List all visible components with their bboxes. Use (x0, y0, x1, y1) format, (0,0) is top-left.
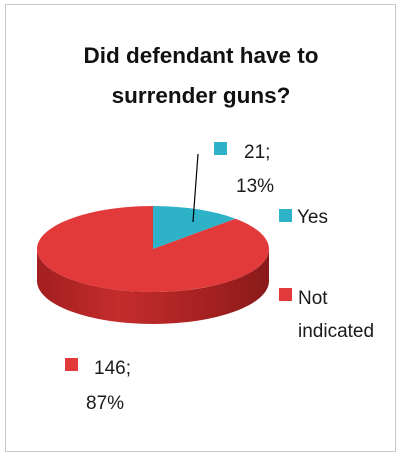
legend: Yes Not indicated (279, 207, 374, 342)
legend-label-not-indicated-line-2: indicated (298, 321, 374, 342)
data-label-swatch-yes (214, 142, 227, 155)
pie-slice-yes (153, 206, 236, 249)
legend-label-yes: Yes (297, 207, 328, 228)
data-label-not-indicated-value: 146; (94, 358, 131, 379)
data-label-yes-percent: 13% (236, 176, 274, 197)
legend-swatch-yes (279, 209, 292, 222)
pie-side-not-indicated (37, 249, 269, 324)
chart-title-line-1: Did defendant have to (83, 43, 318, 68)
legend-label-not-indicated-line-1: Not (298, 288, 328, 309)
data-label-swatch-not-indicated (65, 358, 78, 371)
data-label-not-indicated-percent: 87% (86, 393, 124, 414)
pie-slice-not-indicated (36, 206, 269, 293)
data-label-yes-value: 21; (244, 142, 270, 163)
legend-swatch-not-indicated (279, 288, 292, 301)
pie-slices (36, 206, 269, 324)
chart-title-line-2: surrender guns? (112, 83, 291, 108)
leader-line-yes (192, 153, 199, 223)
